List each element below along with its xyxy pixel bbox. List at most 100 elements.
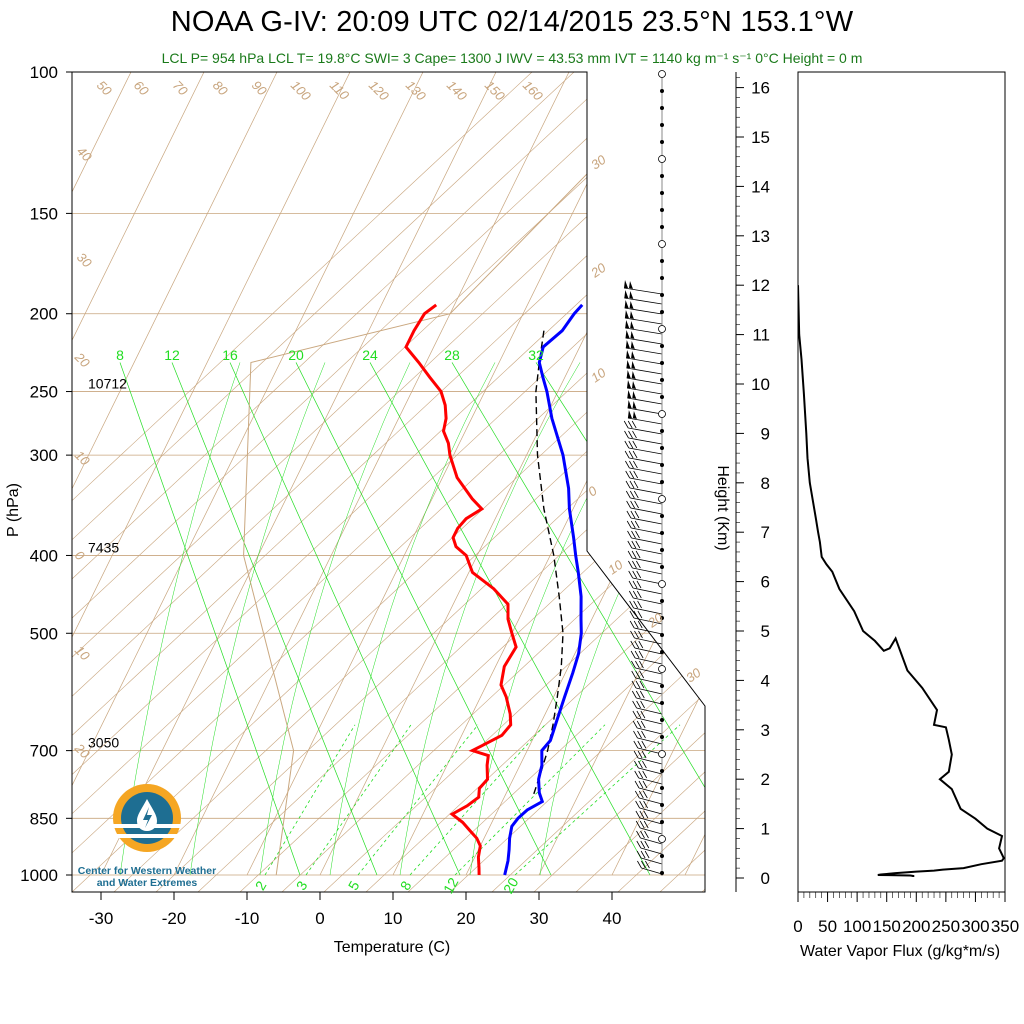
flux-x-tick-label: 50 (818, 917, 837, 936)
mixing-ratio-label: 16 (222, 347, 238, 363)
mixing-ratio-label: 12 (164, 347, 180, 363)
wind-barb-flag (624, 430, 629, 439)
logo-line-1: Center for Western Weather (77, 865, 217, 877)
wind-barb-shaft (629, 467, 663, 475)
mixing-ratio-dashed-line (454, 724, 606, 876)
wind-barb-shaft (636, 697, 663, 705)
wind-barb-flag (636, 840, 642, 849)
flux-y-tick-label: 6 (761, 573, 770, 592)
wind-barb-shaft (630, 517, 663, 525)
dry-adiabat-line (786, 72, 1024, 892)
y-axis-label: P (hPa) (5, 483, 22, 537)
wind-barb-flag (633, 730, 638, 739)
wind-barb-flag (636, 580, 642, 589)
wind-barb-flag (632, 720, 638, 729)
isotherm-line (72, 72, 132, 876)
wind-barb-shaft (639, 797, 663, 805)
wind-barb-flag (635, 820, 641, 829)
flux-y-tick-label: 14 (751, 177, 770, 196)
isotherm-label: 30 (588, 151, 609, 172)
wind-barb-flag (640, 700, 645, 709)
barb-level-marker (660, 684, 665, 689)
temperature-curve (404, 303, 518, 876)
y-tick-label: 400 (30, 546, 58, 565)
wind-barb-flag (639, 680, 645, 689)
isotherm-label: 160 (520, 78, 546, 104)
dry-adiabat-line (870, 72, 1024, 892)
isotherm-labels: 50 60 70 80 90 100 110 120 130 140 150 160403020100… (71, 78, 704, 762)
flux-y-tick-label: 16 (751, 79, 770, 98)
mixing-ratio-dashed-line (514, 724, 681, 876)
moist-adiabat-line (259, 362, 411, 876)
mixing-ratio-label: 3 (293, 878, 311, 893)
dewpoint-curve (503, 303, 584, 876)
isotherm-label: 20 (644, 609, 666, 631)
wind-barb-shaft (637, 747, 663, 755)
barb-level-marker (660, 428, 665, 433)
wind-barb-flag (638, 770, 644, 779)
isotherm-label: 10 (72, 643, 93, 664)
cw3e-logo (113, 784, 181, 852)
geopotential-height-label: 3050 (88, 735, 119, 751)
wind-barb-flag (634, 790, 640, 799)
isotherm-line (319, 72, 705, 876)
barb-level-marker (660, 89, 665, 94)
flux-x-tick-label: 350 (991, 917, 1019, 936)
mixing-ratio-label: 20 (288, 347, 304, 363)
dry-adiabat-line (72, 72, 533, 892)
wind-barb-flag (642, 770, 648, 779)
dry-adiabat-line (617, 72, 705, 892)
wind-barb-shaft (635, 657, 663, 665)
wind-barb-shaft (633, 597, 663, 605)
barb-level-marker (660, 701, 665, 706)
isotherm-line (72, 72, 278, 876)
x-axis-label: Temperature (C) (334, 939, 450, 956)
wind-barb-flag (636, 830, 641, 839)
flux-panel-frame (797, 71, 1006, 893)
y-tick-label: 300 (30, 446, 58, 465)
wind-barb-flag (636, 710, 642, 719)
isotherm-label: 130 (403, 78, 429, 104)
wind-barb-shaft (641, 867, 663, 875)
wind-barb-shaft (637, 737, 663, 745)
mixing-ratio-label: 32 (528, 347, 544, 363)
wind-barb-flag (639, 690, 645, 699)
wind-barb-flag (624, 440, 630, 449)
wind-barb-pennant (627, 410, 632, 418)
wind-barb-flag (632, 560, 637, 569)
wind-barb-flag (644, 830, 649, 839)
wind-barb-flag (625, 460, 630, 469)
wind-barb-flag (627, 420, 633, 429)
wind-barb-shaft (627, 397, 663, 405)
y-tick-label: 500 (30, 624, 58, 643)
wind-barb-flag (635, 660, 640, 669)
isotherm-line (72, 72, 205, 876)
wind-barb-flag (629, 610, 635, 619)
wind-barb-shaft (628, 447, 663, 455)
barb-level-marker (660, 139, 665, 144)
wind-barb-flag (645, 860, 650, 869)
wind-barb-flag (633, 470, 639, 479)
mixing-ratio-line (295, 362, 552, 876)
wind-barb-flag (634, 780, 640, 789)
wind-barb-flag (627, 530, 632, 539)
y-tick-label: 200 (30, 305, 58, 324)
wind-barb-flag (625, 480, 631, 489)
y-axis: 100 150 200 250 300 400 500 700 850 1000 (20, 63, 72, 885)
isotherm-label: 10 (588, 364, 609, 385)
wind-barb-flag (626, 510, 632, 519)
flux-y-tick-label: 12 (751, 276, 770, 295)
x-tick-label: -30 (89, 909, 114, 928)
wind-barb-pennant (626, 360, 631, 368)
dry-adiabat-line (912, 72, 1024, 892)
wind-barb-flag (644, 840, 650, 849)
wind-barb-pennant (626, 350, 631, 358)
barb-level-marker (660, 718, 665, 723)
wind-barb-flag (634, 650, 640, 659)
barb-level-marker (660, 514, 665, 519)
x-tick-label: 10 (384, 909, 403, 928)
flux-x-tick-label: 200 (902, 917, 930, 936)
wind-barb-pennant (625, 340, 630, 348)
geopotential-height-label: 10712 (88, 376, 127, 392)
isotherm-label: 110 (327, 78, 353, 104)
